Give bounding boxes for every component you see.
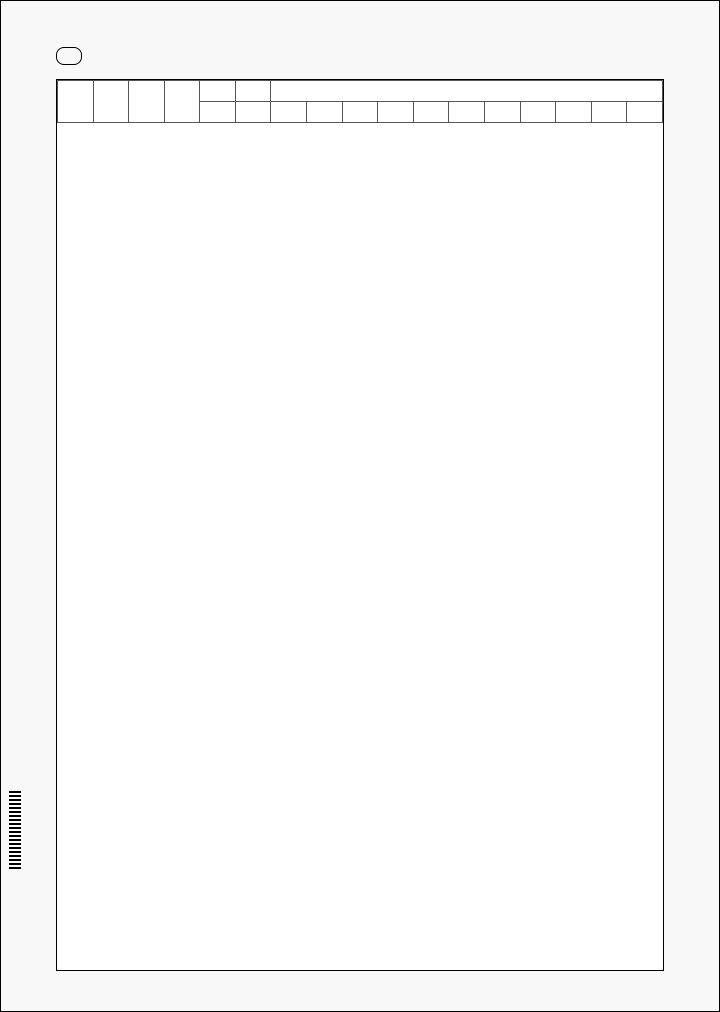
col-v40	[342, 102, 378, 123]
datasheet-page	[0, 0, 720, 1012]
col-v600	[627, 102, 663, 123]
col-case	[58, 81, 94, 123]
col-vrrm	[271, 81, 663, 102]
niec-logo	[56, 47, 82, 65]
spec-table	[57, 80, 663, 123]
col-v90	[449, 102, 485, 123]
spec-table-wrap	[56, 79, 664, 971]
col-v60	[413, 102, 449, 123]
col-v400	[591, 102, 627, 123]
barcode-bars	[9, 791, 21, 871]
col-vfm	[235, 81, 271, 102]
col-io-unit	[200, 102, 236, 123]
company-block	[56, 47, 88, 65]
page-header	[56, 31, 664, 81]
col-vfm-unit	[235, 102, 271, 123]
col-v100	[484, 102, 520, 123]
col-v50	[378, 102, 414, 123]
col-v20	[271, 102, 307, 123]
col-type	[93, 81, 129, 123]
col-v300	[556, 102, 592, 123]
col-typeno	[164, 81, 200, 123]
col-io	[200, 81, 236, 102]
col-circuit	[129, 81, 165, 123]
col-v200	[520, 102, 556, 123]
table-head	[58, 81, 663, 123]
col-v30	[307, 102, 343, 123]
